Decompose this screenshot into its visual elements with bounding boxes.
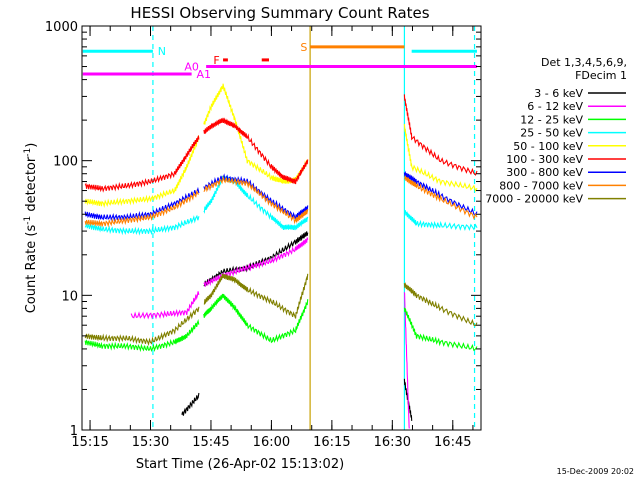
y-axis-label-part1: Count Rate (s xyxy=(24,225,39,314)
y-tick-label: 10 xyxy=(61,289,78,304)
timestamp: 15-Dec-2009 20:02 xyxy=(557,467,634,476)
legend-title-line2: FDecim 1 xyxy=(575,69,627,82)
legend-label-100-300-kev: 100 - 300 keV xyxy=(506,153,583,166)
x-axis-label: Start Time (26-Apr-02 15:13:02) xyxy=(136,457,344,472)
legend-label-12-25-kev: 12 - 25 keV xyxy=(520,113,583,126)
legend-label-300-800-kev: 300 - 800 keV xyxy=(506,166,583,179)
axes-frame xyxy=(81,25,482,431)
legend-label-6-12-kev: 6 - 12 keV xyxy=(527,100,583,113)
x-tick-label: 16:45 xyxy=(434,435,471,450)
legend-label-800-7000-kev: 800 - 7000 keV xyxy=(499,179,583,192)
y-axis-label-sup1: -1 xyxy=(23,216,33,225)
x-tick-label: 15:15 xyxy=(71,435,108,450)
series-line-800-7000-kev xyxy=(84,175,478,228)
legend-label-7000-20000-kev: 7000 - 20000 keV xyxy=(485,193,583,206)
y-axis-label: Count Rate (s-1 detector-1) xyxy=(23,143,39,314)
flag-label-f: F xyxy=(213,54,219,67)
y-tick-label: 100 xyxy=(53,155,78,170)
y-tick-label: 1000 xyxy=(45,20,78,35)
y-tick-label: 1 xyxy=(70,424,78,439)
flag-label-a1: A1 xyxy=(196,68,211,81)
flag-label-a0: A0 xyxy=(184,61,199,74)
x-tick-label: 16:15 xyxy=(313,435,350,450)
y-axis-label-part3: ) xyxy=(24,143,39,148)
legend-label-3-6-kev: 3 - 6 keV xyxy=(534,87,583,100)
legend-label-25-50-kev: 25 - 50 keV xyxy=(520,127,583,140)
y-axis-label-part2: detector xyxy=(24,156,39,216)
series-line-12-25-kev xyxy=(84,293,478,353)
flag-label-n: N xyxy=(158,45,166,58)
x-tick-label: 15:45 xyxy=(192,435,229,450)
series-line-7000-20000-kev xyxy=(84,273,478,347)
flag-label-s: S xyxy=(300,41,307,54)
series-line-6-12-kev xyxy=(130,237,410,429)
legend-label-50-100-kev: 50 - 100 keV xyxy=(513,140,583,153)
chart-title: HESSI Observing Summary Count Rates xyxy=(130,4,429,22)
legend-title-line1: Det 1,3,4,5,6,9, xyxy=(541,56,627,69)
series-line-100-300-kev xyxy=(84,94,478,193)
x-tick-label: 15:30 xyxy=(132,435,169,450)
x-tick-label: 16:00 xyxy=(253,435,290,450)
x-tick-label: 16:30 xyxy=(374,435,411,450)
y-axis-label-sup2: -1 xyxy=(23,148,33,157)
